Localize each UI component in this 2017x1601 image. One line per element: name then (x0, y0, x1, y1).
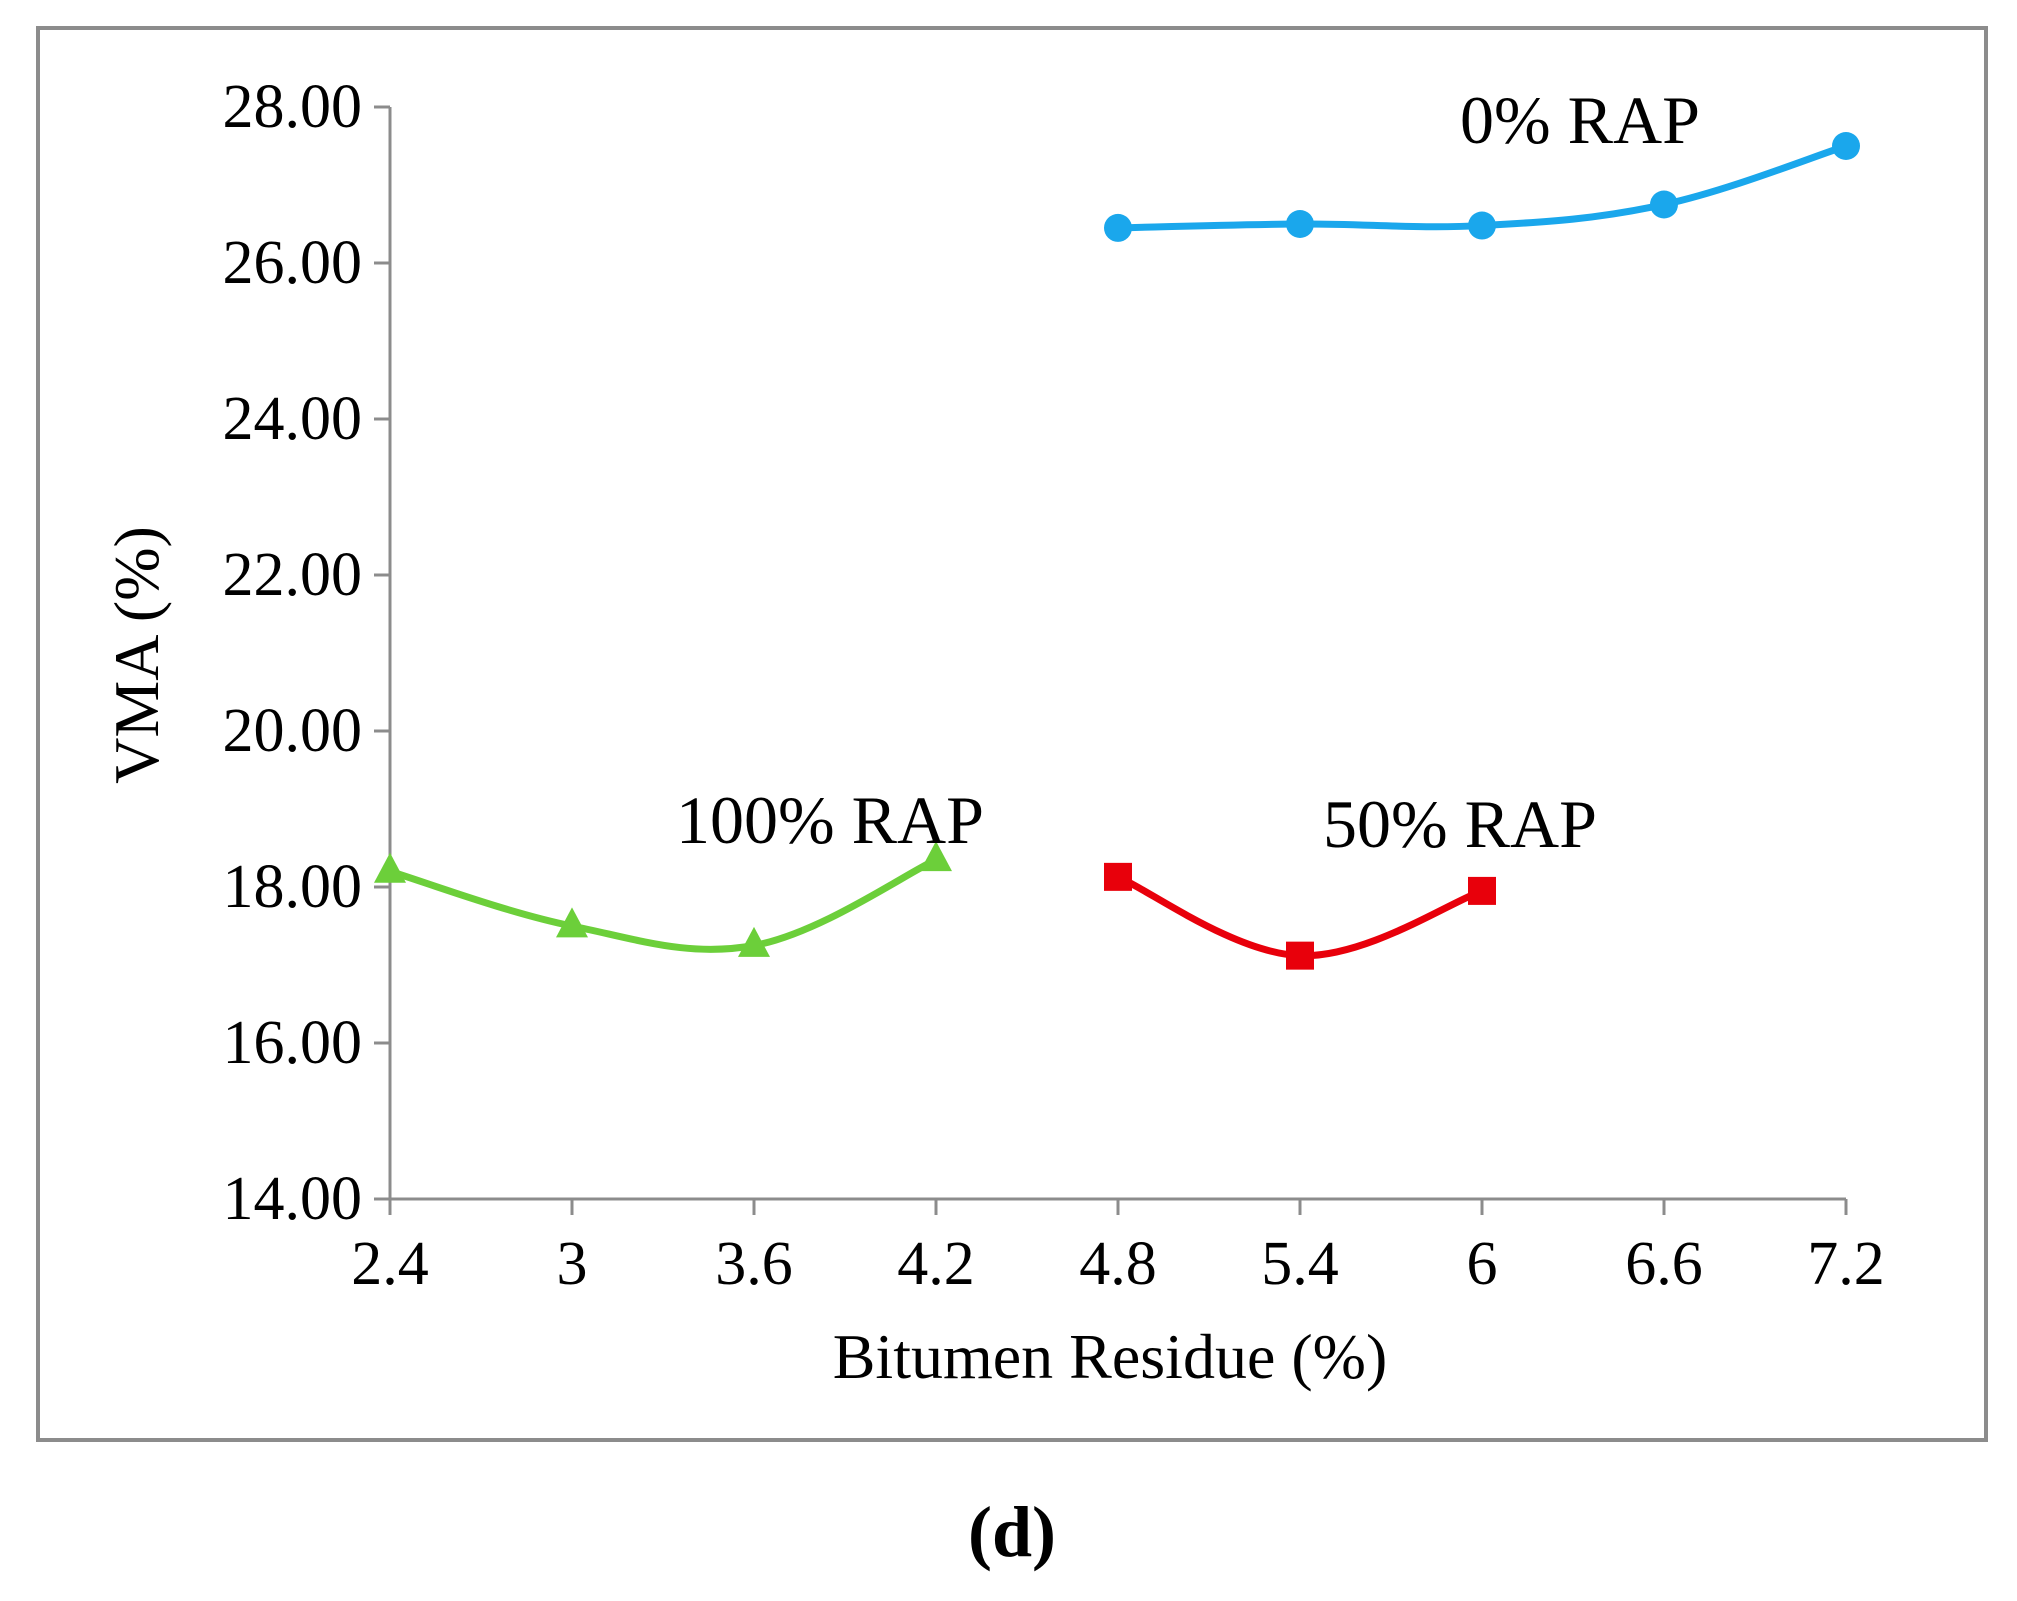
series-label-100-rap: 100% RAP (676, 782, 984, 858)
y-tick-label: 20.00 (223, 697, 363, 765)
y-tick-label: 28.00 (223, 73, 363, 141)
x-tick-label: 4.8 (1079, 1230, 1157, 1298)
data-point (556, 907, 588, 938)
y-tick-label: 24.00 (223, 385, 363, 453)
series-layer: 0% RAP 50% RAP 100% RAP (374, 82, 1860, 970)
y-axis-title: VMA (%) (101, 526, 172, 784)
data-point (1286, 941, 1314, 970)
x-tick-label: 3.6 (715, 1230, 793, 1298)
panel-label: (d) (968, 1492, 1056, 1572)
series-0-rap: 0% RAP (1104, 82, 1860, 242)
series-50-rap: 50% RAP (1104, 786, 1597, 970)
data-point (374, 852, 406, 883)
series-line-100-rap (388, 856, 938, 953)
x-tick-label: 3 (557, 1230, 588, 1298)
y-tick-label: 18.00 (223, 853, 363, 921)
data-point (738, 926, 770, 957)
series-label-0-rap: 0% RAP (1460, 82, 1700, 158)
data-point (1650, 190, 1678, 219)
y-tick-label: 22.00 (223, 541, 363, 609)
data-point (1468, 211, 1496, 240)
x-tick-label: 6.6 (1625, 1230, 1703, 1298)
y-tick-label: 26.00 (223, 229, 363, 297)
axes: 14.00 16.00 18.00 20.00 22.00 24.00 26.00 28.00… (223, 73, 1885, 1298)
data-point (1468, 876, 1496, 905)
data-point (1832, 132, 1860, 160)
x-axis-title: Bitumen Residue (%) (833, 1321, 1388, 1392)
series-label-50-rap: 50% RAP (1323, 786, 1597, 862)
y-tick-label: 16.00 (223, 1009, 363, 1077)
chart-frame (36, 26, 1988, 1442)
data-point (920, 841, 952, 872)
data-point (1286, 210, 1314, 238)
y-tick-label: 14.00 (223, 1165, 363, 1233)
series-100-rap: 100% RAP (374, 782, 984, 957)
x-tick-label: 5.4 (1261, 1230, 1339, 1298)
data-point (1104, 213, 1132, 242)
x-tick-label: 6 (1467, 1230, 1498, 1298)
data-point (1104, 862, 1132, 891)
x-tick-label: 4.2 (897, 1230, 975, 1298)
x-tick-label: 2.4 (351, 1230, 429, 1298)
x-tick-label: 7.2 (1807, 1230, 1885, 1298)
